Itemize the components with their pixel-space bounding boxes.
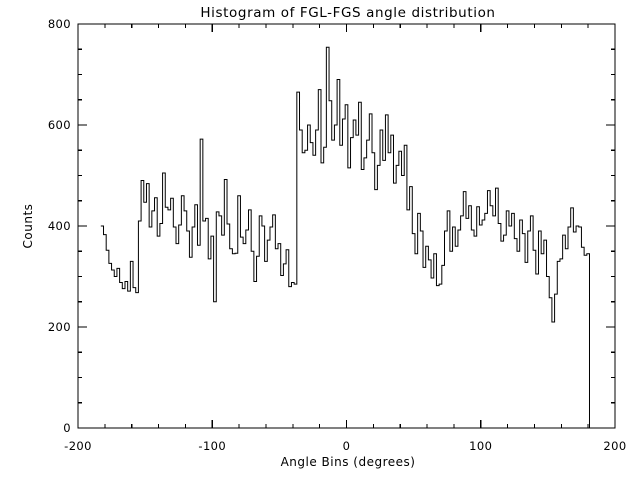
- histogram-data-line: [100, 46, 590, 428]
- chart-title: Histogram of FGL-FGS angle distribution: [200, 5, 495, 21]
- axis-ticks: [77, 23, 616, 429]
- tick-label: 0: [343, 439, 351, 453]
- x-axis-title: Angle Bins (degrees): [281, 455, 416, 469]
- tick-label: 100: [469, 439, 492, 453]
- tick-label: 800: [48, 17, 71, 31]
- y-axis-title: Counts: [21, 204, 35, 249]
- tick-label: 600: [48, 118, 71, 132]
- tick-label: 200: [603, 439, 626, 453]
- tick-label: 200: [48, 320, 71, 334]
- tick-label: -200: [64, 439, 92, 453]
- tick-label: 0: [63, 421, 71, 435]
- axis-tick-labels: -200 -100 0 100 200 0 200 400 600 800: [48, 17, 626, 453]
- tick-label: 400: [48, 219, 71, 233]
- plot-frame: [77, 23, 616, 429]
- tick-label: -100: [198, 439, 226, 453]
